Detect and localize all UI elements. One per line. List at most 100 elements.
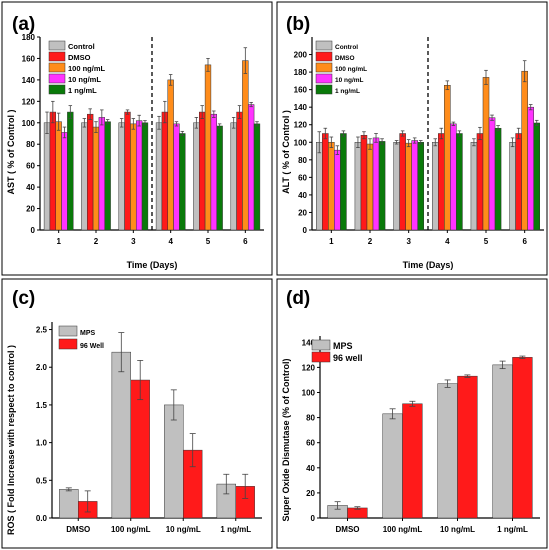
legend-label: 100 ng/mL [68, 64, 106, 73]
bar [509, 142, 516, 231]
x-tick-label: 1 [56, 237, 61, 246]
bar [59, 489, 79, 519]
bar [67, 111, 74, 231]
panel-border [276, 1, 548, 276]
y-tick-label: 40 [26, 183, 35, 192]
y-tick-label: 100 [302, 388, 316, 397]
x-tick-label: 6 [243, 237, 248, 246]
bar [55, 121, 62, 231]
x-tick-label: 4 [445, 237, 450, 246]
bar [456, 133, 463, 231]
bar [354, 142, 362, 231]
panel-label: (c) [12, 288, 35, 309]
bar [328, 142, 335, 231]
bar [476, 133, 484, 231]
bar [242, 60, 249, 231]
y-tick-label: 20 [26, 205, 35, 214]
bar [438, 133, 445, 231]
bar [87, 113, 94, 231]
bar [92, 126, 100, 231]
chart-panel-c: (c) 0.0 0.5 1.0 1.5 2.0 2.5 ROS ( Fold Increase… [1, 278, 273, 549]
legend-label: 1 ng/mL [68, 86, 97, 95]
x-axis-title: Time (Days) [127, 260, 178, 270]
bar [457, 375, 478, 519]
y-tick-label: 100 [294, 138, 308, 147]
bar [155, 122, 163, 231]
bar [402, 403, 423, 519]
y-axis-title: AST ( % of Control ) [6, 110, 16, 195]
chart-panel-d: (d) 0 20 40 60 80 100 120 140 Super Oxide Dismuta… [276, 278, 548, 549]
bar [366, 143, 374, 231]
legend-swatch [315, 84, 333, 95]
bar [432, 142, 439, 231]
y-tick-label: 140 [302, 338, 316, 347]
bar [49, 111, 57, 231]
legend: MPS 96 Well [58, 325, 104, 350]
legend-label: MPS [333, 341, 353, 351]
legend-swatch [48, 51, 66, 62]
legend-swatch [315, 73, 333, 84]
y-tick-label: 2.0 [36, 363, 48, 372]
y-tick-label: 1.5 [36, 401, 48, 410]
x-tick-label: 3 [131, 237, 136, 246]
legend-swatch [315, 62, 333, 73]
x-tick-label: 1 ng/mL [497, 525, 528, 534]
y-tick-label: 80 [306, 414, 315, 423]
bar [247, 104, 255, 231]
x-axis-title: Time (Days) [403, 260, 454, 270]
legend-label: 100 ng/mL [335, 66, 367, 73]
legend-swatch [48, 73, 66, 84]
legend-label: Control [335, 44, 358, 51]
legend-label: 10 ng/mL [335, 77, 364, 84]
x-tick-label: 10 ng/mL [440, 525, 475, 534]
bar [360, 135, 368, 231]
bar [372, 137, 380, 231]
x-tick-label: 5 [206, 237, 211, 246]
y-axis-title: ROS ( Fold Increase with respect to cont… [6, 345, 16, 535]
x-tick-label: 2 [94, 237, 99, 246]
legend-swatch [315, 40, 333, 51]
bar [515, 133, 522, 231]
bar [118, 122, 125, 231]
panel-border [1, 278, 273, 549]
bar [210, 113, 217, 231]
panel-label: (b) [286, 14, 310, 35]
bar [411, 140, 418, 231]
bar [494, 127, 502, 231]
y-tick-label: 180 [22, 33, 36, 42]
bar [216, 125, 223, 231]
y-tick-label: 160 [22, 54, 36, 63]
x-tick-label: 6 [522, 237, 527, 246]
y-tick-label: 60 [298, 173, 307, 182]
bar [173, 123, 180, 231]
x-tick-label: 4 [168, 237, 173, 246]
y-tick-label: 80 [26, 140, 35, 149]
bar [199, 111, 206, 231]
x-tick-label: DMSO [66, 525, 90, 534]
x-tick-label: 1 [329, 237, 334, 246]
y-tick-label: 2.5 [36, 326, 48, 335]
y-tick-label: 40 [306, 464, 315, 473]
y-tick-label: 1.0 [36, 439, 48, 448]
legend-label: DMSO [335, 55, 355, 62]
y-tick-label: 20 [298, 208, 307, 217]
panel-label: (d) [286, 288, 310, 309]
y-tick-label: 0 [303, 226, 308, 235]
legend: Control DMSO 100 ng/mL 10 ng/mL 1 ng/mL [48, 40, 106, 95]
legend-swatch [48, 62, 66, 73]
x-tick-label: 5 [484, 237, 489, 246]
y-tick-label: 40 [298, 191, 307, 200]
legend-swatch [48, 84, 66, 95]
bar [444, 85, 451, 231]
bar [164, 404, 184, 519]
bar [382, 413, 403, 519]
bar [488, 117, 496, 231]
bar [230, 122, 237, 231]
legend: Control DMSO 100 ng/mL 10 ng/mL 1 ng/mL [315, 40, 367, 95]
bar [61, 132, 68, 231]
y-axis-title: Super Oxide Dismutase (% of Control) [281, 358, 291, 521]
chart-panel-a: (a) 0 20 40 60 80 100 120 140 160 180 AST ( % of Co… [1, 1, 273, 276]
bar [130, 379, 150, 519]
x-tick-label: 100 ng/mL [383, 525, 423, 534]
